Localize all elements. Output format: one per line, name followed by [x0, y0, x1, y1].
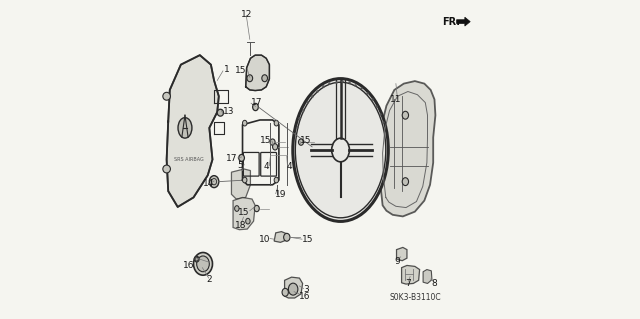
- Text: 15: 15: [235, 66, 246, 76]
- Ellipse shape: [247, 75, 253, 82]
- Text: SRS AIRBAG: SRS AIRBAG: [174, 157, 204, 162]
- Text: 4: 4: [287, 162, 292, 171]
- Text: 12: 12: [241, 10, 252, 19]
- Text: S0K3-B3110C: S0K3-B3110C: [389, 293, 441, 301]
- Text: 17: 17: [226, 154, 237, 163]
- Text: 16: 16: [182, 261, 194, 270]
- Text: 3: 3: [303, 285, 309, 294]
- Polygon shape: [378, 81, 435, 216]
- Ellipse shape: [209, 176, 219, 188]
- Text: 19: 19: [275, 190, 286, 199]
- Polygon shape: [232, 169, 250, 199]
- Polygon shape: [423, 270, 432, 284]
- Text: 18: 18: [235, 221, 246, 230]
- Ellipse shape: [196, 256, 209, 272]
- Ellipse shape: [273, 144, 278, 150]
- Polygon shape: [166, 55, 219, 207]
- Ellipse shape: [235, 206, 239, 211]
- Text: 15: 15: [238, 208, 250, 217]
- Polygon shape: [285, 277, 303, 298]
- Text: 10: 10: [259, 235, 270, 244]
- Text: 15: 15: [300, 136, 312, 145]
- Ellipse shape: [402, 178, 408, 186]
- Text: 2: 2: [206, 275, 211, 284]
- Ellipse shape: [194, 256, 199, 262]
- Text: 14: 14: [203, 179, 214, 188]
- Ellipse shape: [298, 139, 303, 145]
- Ellipse shape: [243, 120, 247, 126]
- Text: 4: 4: [263, 162, 269, 171]
- Text: 13: 13: [223, 107, 234, 116]
- Polygon shape: [246, 55, 269, 91]
- Ellipse shape: [274, 177, 278, 183]
- Ellipse shape: [163, 165, 170, 173]
- Ellipse shape: [163, 92, 170, 100]
- Ellipse shape: [402, 111, 408, 119]
- Ellipse shape: [253, 103, 259, 111]
- Text: FR.: FR.: [442, 17, 461, 26]
- Text: 5: 5: [237, 161, 243, 170]
- Polygon shape: [397, 248, 407, 261]
- Text: 9: 9: [394, 257, 400, 266]
- Polygon shape: [456, 17, 470, 26]
- Text: 15: 15: [302, 235, 314, 244]
- Ellipse shape: [178, 118, 192, 138]
- Text: 7: 7: [406, 279, 412, 288]
- Text: 17: 17: [251, 98, 262, 107]
- Ellipse shape: [284, 234, 290, 241]
- Ellipse shape: [262, 75, 268, 82]
- Text: 1: 1: [223, 65, 229, 74]
- Polygon shape: [274, 232, 287, 242]
- Ellipse shape: [289, 283, 298, 295]
- Text: 8: 8: [431, 279, 437, 288]
- Ellipse shape: [243, 177, 247, 183]
- Text: 16: 16: [298, 292, 310, 300]
- Ellipse shape: [282, 288, 289, 296]
- Ellipse shape: [193, 253, 212, 275]
- Ellipse shape: [246, 218, 250, 224]
- Ellipse shape: [239, 154, 244, 161]
- Polygon shape: [233, 197, 255, 230]
- Ellipse shape: [293, 78, 388, 221]
- Text: 11: 11: [390, 95, 402, 104]
- Ellipse shape: [254, 205, 259, 212]
- Ellipse shape: [270, 139, 275, 145]
- Polygon shape: [401, 265, 420, 284]
- Ellipse shape: [274, 120, 278, 126]
- Text: 15: 15: [260, 136, 272, 145]
- Ellipse shape: [217, 109, 223, 116]
